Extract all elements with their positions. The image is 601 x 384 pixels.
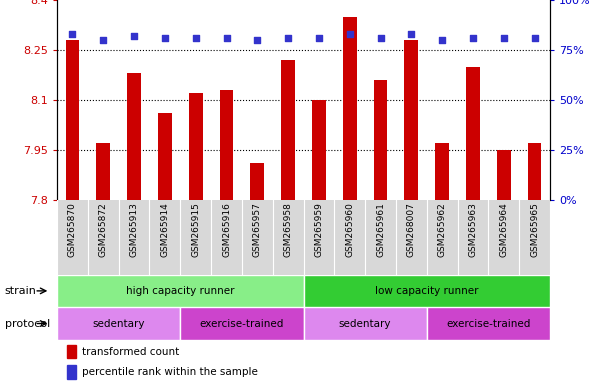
Bar bbox=[304, 275, 550, 307]
Point bbox=[68, 31, 78, 37]
Text: GSM265960: GSM265960 bbox=[345, 202, 354, 257]
Bar bbox=[343, 17, 356, 200]
Point bbox=[283, 35, 293, 41]
Text: GSM265915: GSM265915 bbox=[191, 202, 200, 257]
Bar bbox=[427, 307, 550, 340]
Bar bbox=[96, 143, 110, 200]
Text: GSM265913: GSM265913 bbox=[130, 202, 139, 257]
Bar bbox=[466, 66, 480, 200]
Text: high capacity runner: high capacity runner bbox=[126, 286, 234, 296]
Point bbox=[438, 37, 447, 43]
Text: sedentary: sedentary bbox=[93, 318, 145, 329]
Bar bbox=[281, 60, 295, 200]
Text: GSM265872: GSM265872 bbox=[99, 202, 108, 257]
Bar bbox=[374, 80, 388, 200]
Point bbox=[99, 37, 108, 43]
Text: GSM265916: GSM265916 bbox=[222, 202, 231, 257]
Point bbox=[376, 35, 385, 41]
Bar bbox=[57, 275, 304, 307]
Bar bbox=[127, 73, 141, 200]
Text: GSM268007: GSM268007 bbox=[407, 202, 416, 257]
Bar bbox=[528, 143, 542, 200]
Bar bbox=[57, 307, 180, 340]
Bar bbox=[435, 143, 449, 200]
Bar bbox=[312, 100, 326, 200]
Bar bbox=[66, 40, 79, 200]
Bar bbox=[189, 93, 203, 200]
Text: GSM265965: GSM265965 bbox=[530, 202, 539, 257]
Point bbox=[129, 33, 139, 39]
Text: protocol: protocol bbox=[5, 318, 50, 329]
Point bbox=[345, 31, 355, 37]
Point bbox=[499, 35, 508, 41]
Bar bbox=[251, 163, 264, 200]
Text: GSM265963: GSM265963 bbox=[468, 202, 477, 257]
Point bbox=[468, 35, 478, 41]
Text: percentile rank within the sample: percentile rank within the sample bbox=[82, 367, 258, 377]
Text: exercise-trained: exercise-trained bbox=[200, 318, 284, 329]
Text: GSM265914: GSM265914 bbox=[160, 202, 169, 257]
Bar bbox=[158, 113, 172, 200]
Point bbox=[252, 37, 262, 43]
Text: GSM265870: GSM265870 bbox=[68, 202, 77, 257]
Point bbox=[314, 35, 324, 41]
Bar bbox=[67, 366, 76, 379]
Text: GSM265962: GSM265962 bbox=[438, 202, 447, 257]
Bar bbox=[67, 345, 76, 358]
Point bbox=[222, 35, 231, 41]
Text: GSM265959: GSM265959 bbox=[314, 202, 323, 257]
Text: low capacity runner: low capacity runner bbox=[375, 286, 478, 296]
Text: exercise-trained: exercise-trained bbox=[446, 318, 531, 329]
Bar bbox=[219, 90, 233, 200]
Text: GSM265958: GSM265958 bbox=[284, 202, 293, 257]
Bar bbox=[304, 307, 427, 340]
Bar bbox=[180, 307, 304, 340]
Point bbox=[191, 35, 201, 41]
Text: GSM265964: GSM265964 bbox=[499, 202, 508, 257]
Text: transformed count: transformed count bbox=[82, 347, 179, 357]
Text: sedentary: sedentary bbox=[339, 318, 391, 329]
Text: GSM265961: GSM265961 bbox=[376, 202, 385, 257]
Point bbox=[406, 31, 416, 37]
Bar bbox=[404, 40, 418, 200]
Point bbox=[529, 35, 539, 41]
Text: strain: strain bbox=[5, 286, 37, 296]
Text: GSM265957: GSM265957 bbox=[253, 202, 262, 257]
Point bbox=[160, 35, 169, 41]
Bar bbox=[497, 150, 511, 200]
